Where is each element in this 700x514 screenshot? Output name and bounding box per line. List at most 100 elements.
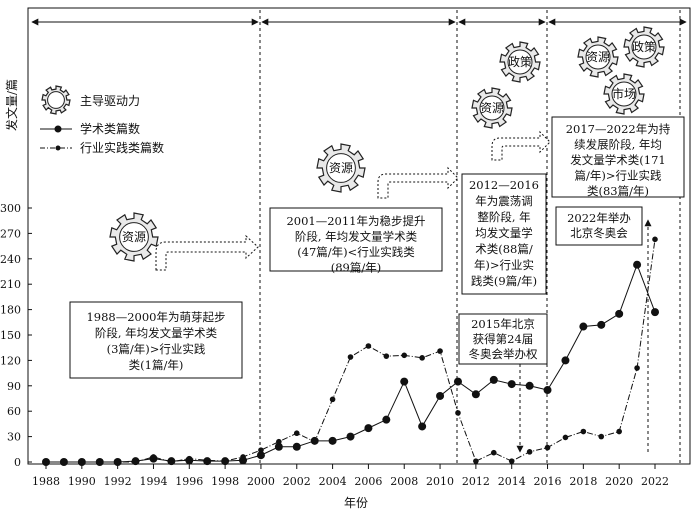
practice-point [150,454,157,460]
event-note-line: 2022年举办 [567,211,631,225]
x-tick-label: 2020 [605,475,633,488]
x-tick-label: 1992 [104,475,132,488]
y-tick-label: 300 [0,202,21,215]
gear-label: 市场 [612,86,636,101]
practice-point [311,438,318,445]
phase-note-line: 2012—2016 [469,178,539,192]
practice-point [401,352,408,359]
y-tick-label: 270 [0,227,21,240]
academic-point [274,442,283,451]
academic-point [543,386,552,395]
x-tick-label: 1994 [139,475,167,488]
academic-point [507,380,516,389]
practice-point [240,454,246,460]
practice-point [562,434,569,441]
practice-point [79,459,85,465]
event-note-line: 冬奥会举办权 [469,347,538,361]
event-note-line: 北京冬奥会 [570,226,628,240]
academic-point [471,390,480,399]
practice-point [204,457,211,464]
series-layer [42,236,659,466]
x-tick-label: 1996 [175,475,203,488]
gear-icon: 政策 [499,41,541,83]
phase-note-line: 均发文量学 [475,226,533,240]
series-practice-line [46,239,656,463]
gear-icon: 政策 [623,26,665,68]
gear-icon [41,85,71,115]
phase-note-line: 践类(9篇/年) [471,274,537,288]
y-tick-label: 90 [7,380,21,393]
x-tick-label: 2010 [426,475,454,488]
x-tick-label: 2008 [390,475,418,488]
practice-point [258,447,264,453]
y-tick-label: 30 [7,431,21,444]
phase-note-line: 发文量学术类(171 [570,153,665,167]
gear-icon: 资源 [316,143,366,193]
gear-icon: 资源 [577,36,619,78]
practice-point [276,438,282,445]
academic-point [579,322,588,331]
x-tick-label: 2004 [319,475,347,488]
academic-point [561,356,570,365]
practice-point [365,343,372,349]
academic-point [400,377,409,386]
practice-point [652,236,658,243]
practice-point [544,444,551,451]
practice-point [61,459,67,465]
phase-note-line: 篇/年)>行业实践 [575,169,662,183]
event-note-line: 获得第24届 [473,332,534,346]
academic-point [633,260,642,269]
gear-label: 资源 [586,50,610,64]
y-tick-label: 120 [0,354,21,367]
x-tick-label: 2002 [283,475,311,488]
phase-note-line: 续发展阶段, 年均 [574,138,662,152]
practice-point [437,348,443,354]
practice-point [419,355,425,361]
practice-point [634,365,640,371]
x-tick-label: 1990 [68,475,96,488]
gear-icon: 资源 [471,87,513,129]
academic-point [651,308,659,317]
y-tick-label: 240 [0,253,21,266]
legend-title: 主导驱动力 [80,94,140,108]
academic-point [525,381,534,390]
phase-note-line: 阶段, 年均发文量学术类 [295,230,418,244]
x-tick-label: 1998 [211,475,239,488]
phase-note-line: 阶段, 年均发文量学术类 [95,326,218,340]
phase-note-line: (3篇/年)>行业实践 [107,342,206,356]
practice-point [168,459,175,465]
academic-point [364,424,373,433]
academic-point [597,320,606,329]
phase-note-line: 1988—2000年为萌芽起步 [86,310,225,324]
academic-point [382,415,391,424]
academic-point [615,309,624,318]
academic-point [256,451,265,460]
academic-point [292,442,301,451]
legend-item-academic: 学术类篇数 [80,121,140,136]
x-axis-ticks: 1988 1990 1992 1994 1996 1998 2000 2002 2004 2006… [32,464,669,488]
y-tick-label: 60 [7,405,21,418]
x-tick-label: 2000 [247,475,275,488]
gear-label: 资源 [480,101,504,115]
practice-point [526,449,533,455]
academic-point [328,436,337,445]
x-tick-label: 2018 [569,475,597,488]
x-tick-label: 2016 [534,475,562,488]
legend: 主导驱动力 学术类篇数 行业实践类篇数 [40,85,164,155]
phase-note-line: (47篇/年)<行业实践类 [297,245,415,259]
gear-label: 政策 [632,40,656,54]
y-tick-label: 150 [0,329,21,342]
practice-point [598,433,605,440]
practice-point [616,428,622,435]
phase-note-line: 类(83篇/年) [587,184,649,198]
x-tick-label: 2022 [641,475,669,488]
academic-point [436,391,445,400]
practice-point [490,449,497,456]
practice-point [473,458,479,464]
practice-point [222,458,228,464]
phase-note-line: (89篇/年) [331,261,381,275]
